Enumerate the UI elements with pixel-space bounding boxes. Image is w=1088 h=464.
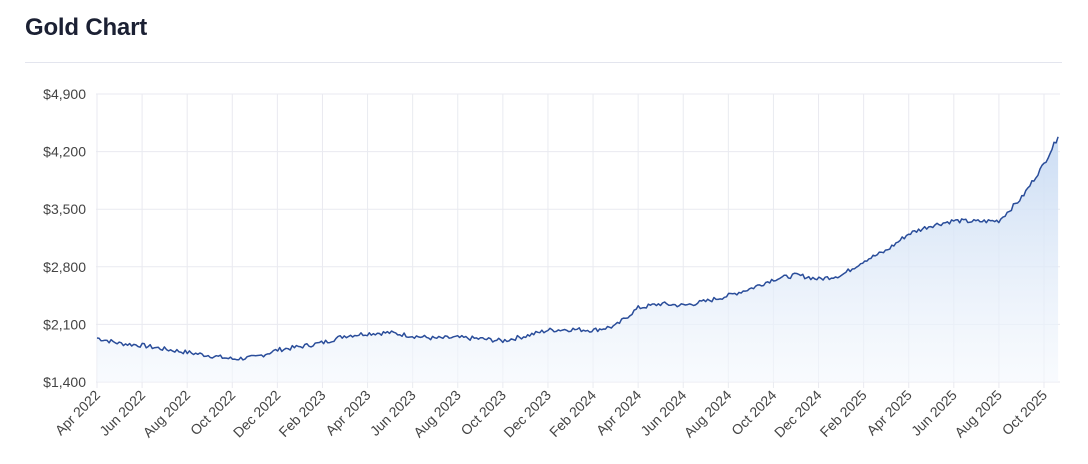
- x-tick-label: Apr 2023: [322, 387, 374, 439]
- x-tick-label: Feb 2025: [817, 387, 870, 440]
- y-tick-label: $2,800: [43, 259, 86, 275]
- x-tick-label: Dec 2024: [771, 387, 825, 441]
- x-tick-label: Apr 2022: [52, 387, 104, 439]
- x-tick-label: Dec 2022: [230, 387, 284, 441]
- x-tick-label: Apr 2025: [863, 387, 915, 439]
- y-tick-label: $1,400: [43, 374, 86, 390]
- y-tick-label: $2,100: [43, 316, 86, 332]
- y-tick-label: $3,500: [43, 201, 86, 217]
- x-tick-label: Aug 2023: [410, 387, 464, 441]
- y-axis-ticks: $1,400 $2,100 $2,800 $3,500 $4,200 $4,900: [43, 86, 86, 390]
- x-tick-label: Aug 2024: [681, 387, 735, 441]
- x-tick-label: Feb 2023: [275, 387, 328, 440]
- price-line: [96, 136, 1059, 361]
- x-tick-label: Aug 2025: [951, 387, 1005, 441]
- x-tick-label: Oct 2025: [999, 387, 1051, 439]
- price-area: [97, 136, 1059, 382]
- x-tick-label: Aug 2022: [140, 387, 194, 441]
- x-tick-label: Apr 2024: [593, 387, 645, 439]
- title-divider: [25, 62, 1062, 63]
- x-tick-label: Feb 2024: [546, 387, 599, 440]
- y-tick-label: $4,900: [43, 86, 86, 102]
- y-tick-label: $4,200: [43, 144, 86, 160]
- page-title: Gold Chart: [25, 14, 147, 41]
- x-tick-label: Dec 2023: [500, 387, 554, 441]
